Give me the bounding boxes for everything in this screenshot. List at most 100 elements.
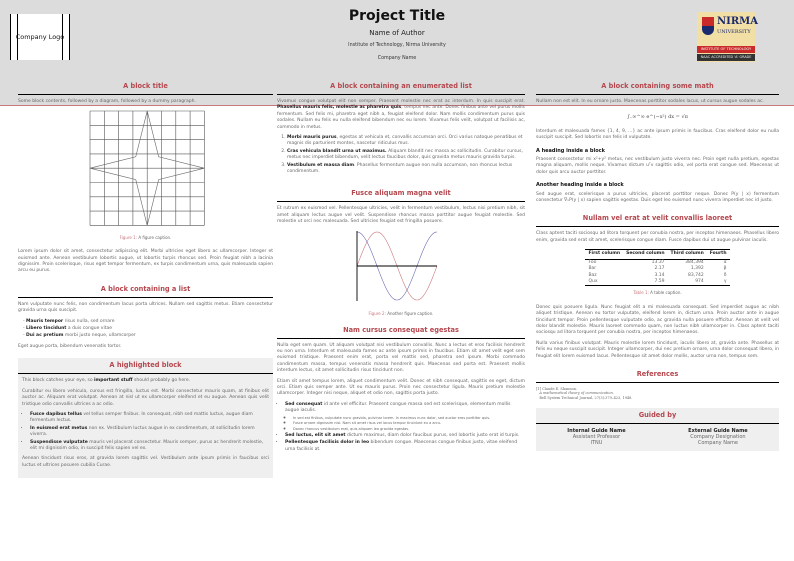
author-name: Name of Author (369, 29, 425, 37)
list-item: Morbi mauris purus, egestas at vehicula … (287, 135, 525, 148)
block-heading: Another heading inside a block (536, 182, 624, 189)
block-text: Interdum et malesuada fames {1, 4, 9, …}… (536, 128, 779, 141)
block-text: Praesent consectetur mi x²+y² metus, nec… (536, 157, 779, 175)
table-header-row: First column Second column Third column … (585, 249, 730, 260)
sub-list: In sed est finibus, vulputate nunc gravi… (285, 416, 525, 432)
table-cell: 7.59 (654, 278, 665, 284)
table-label: Table 1: (633, 290, 649, 296)
guided-by-block: Guided by Internal Guide Name Assistant P… (536, 408, 779, 452)
dummy-paragraph: Lorem ipsum dolor sit amet, consectetur … (18, 249, 273, 274)
sub-list-item: In sed est finibus, vulputate nunc gravi… (293, 416, 525, 421)
table-cell: 384,394 (685, 259, 704, 265)
middle-column: A block containing an enumerated list Vi… (277, 82, 525, 457)
figure-caption: Figure 2: Another figure caption. (277, 311, 525, 317)
block-text: Sed augue erat, scelerisque a purus ultr… (536, 191, 779, 204)
shield-icon (702, 17, 714, 35)
block-title: Nullam vel erat at velit convallis laore… (536, 214, 779, 228)
cosine-curve (356, 231, 438, 300)
table-cell: 13.37 (651, 259, 665, 265)
equation: ∫₋∞^∞ e^(−x²) dx = √π (627, 114, 688, 121)
list-item: Mauris tempor risus nulla, sed ornare (26, 319, 273, 325)
bullet-list: Fusce dapibus tellus vel tellus semper f… (18, 412, 273, 452)
logo-sub: UNIVERSITY (717, 29, 751, 35)
bullet-list: Sed consequat id ante vel efficitur. Pra… (277, 402, 525, 453)
table-cell: 3.14 (654, 272, 665, 278)
block-title: Nam cursus consequat egestas (277, 326, 525, 339)
list-item: In euismod erat metus non ex. Vestibulum… (30, 426, 269, 439)
block-title: A block containing some math (536, 82, 779, 95)
column-header: Third column (667, 249, 707, 260)
enumerated-list: Morbi mauris purus, egestas at vehicula … (277, 135, 525, 175)
company-logo: Company Logo (15, 33, 65, 41)
table-cell: γ (723, 278, 727, 284)
block-title: A block containing a list (18, 285, 273, 298)
logo-band-2: NAAC ACCREDITED 'A' GRADE (697, 54, 755, 61)
table-row: Foo 13.37 384,394 α (585, 259, 729, 266)
list-item: Libero tincidunt a duis congue vitae (26, 326, 273, 332)
grid-star-diagram (89, 111, 205, 227)
table-row: Bar 2.17 1,392 β (585, 266, 729, 272)
table-cell: Qux (588, 278, 598, 284)
table-row: Qux 7.59 974 γ (585, 279, 729, 286)
star-shape (89, 111, 205, 226)
sub-list-item: Fusce ornare dignissim nisl. Nam sit ame… (293, 421, 525, 426)
block-title: Fusce aliquam magna velit (277, 189, 525, 203)
figure-label: Figure 2: (368, 311, 386, 317)
block-text: Eget augue porta, bibendum venenatis tor… (18, 343, 122, 349)
sine-cosine-plot (356, 230, 438, 301)
block-text: This block catches your eye, so importan… (22, 378, 191, 384)
block-text: Curabitur eu libero vehicula, cursus est… (22, 388, 269, 407)
figure-caption: Figure 1: A figure caption. (18, 235, 273, 241)
table-cell: 974 (695, 278, 704, 284)
figure-label: Figure 1: (119, 234, 138, 240)
logo-name: NIRMA (717, 16, 758, 27)
sub-list-item: Donec rhoncus vestibulum erat, quis aliq… (293, 427, 525, 432)
column-header: First column (585, 249, 624, 260)
external-guide: External Guide Name Company Designation Co… (688, 428, 748, 447)
table-cell: δ (723, 272, 727, 278)
block-heading: A heading inside a block (536, 147, 605, 154)
block-text: Class aptent taciti sociosqu ad litora t… (536, 231, 779, 243)
table-caption: Table 1: A table caption. (536, 290, 779, 296)
company-logo-frame (10, 14, 70, 60)
list-item: Sed consequat id ante vel efficitur. Pra… (285, 402, 525, 432)
list-item: Sed luctus, elit sit amet dictum maximus… (285, 433, 525, 439)
block-title: A highlighted block (18, 358, 273, 375)
table-cell: α (723, 259, 727, 265)
caption-text: A table caption. (650, 290, 682, 296)
left-column: A block title Some block contents, follo… (18, 82, 273, 479)
references-title: References (536, 370, 779, 383)
institute-name: Institute of Technology, Nirma Universit… (348, 43, 446, 48)
block-text: Et rutrum ex euismod vel. Pellentesque u… (277, 206, 525, 225)
block-text: Aenean tincidunt risus eros, at gravida … (22, 456, 269, 468)
logo-band-1: INSTITUTE OF TECHNOLOGY (697, 46, 755, 53)
table-cell: Bar (588, 266, 597, 272)
list-item: Dui ac pretium morbi justo neque, ullamc… (26, 333, 273, 339)
highlighted-block: A highlighted block This block catches y… (18, 358, 273, 479)
list-item: Fusce dapibus tellus vel tellus semper f… (30, 412, 269, 425)
block-title: A block title (18, 82, 273, 95)
block-title: Guided by (536, 408, 779, 425)
table-cell: 83,742 (688, 272, 704, 278)
reference-entry: [1] Claude E. Shannon. A mathematical th… (536, 386, 633, 400)
block-text: Donec quis posuere ligula. Nunc feugiat … (536, 304, 779, 336)
data-table: First column Second column Third column … (585, 249, 730, 287)
poster-header: Company Logo Project Title Name of Autho… (0, 0, 794, 106)
table-cell: Baz (588, 272, 597, 278)
list-item: Suspendisse vulputate mauris vel placera… (30, 440, 269, 453)
company-name: Company Name (377, 56, 417, 61)
block-title: A block containing an enumerated list (277, 82, 525, 95)
block-text: Nullam non est elit. In eu ornare justo.… (536, 99, 764, 104)
table-cell: Foo (588, 259, 597, 265)
column-header: Fourth (706, 249, 730, 260)
table-row: Baz 3.14 83,742 δ (585, 273, 729, 279)
block-text: Nulla varius finibus volutpat. Mauris mo… (536, 340, 779, 359)
table-cell: 1,392 (690, 266, 704, 272)
block-text: Some block contents, followed by a diagr… (18, 99, 196, 104)
block-text: Etiam sit amet tempus lorem, aliquet con… (277, 378, 525, 397)
block-text: Vivamus congue volutpat elit non semper.… (277, 99, 525, 130)
list-item: Pellentesque facilisis dolor in leo bibe… (285, 440, 525, 453)
block-text: Nam vulputate nunc felis, non condimentu… (18, 301, 273, 314)
caption-text: A figure caption. (138, 234, 172, 240)
poster-title: Project Title (348, 8, 446, 24)
